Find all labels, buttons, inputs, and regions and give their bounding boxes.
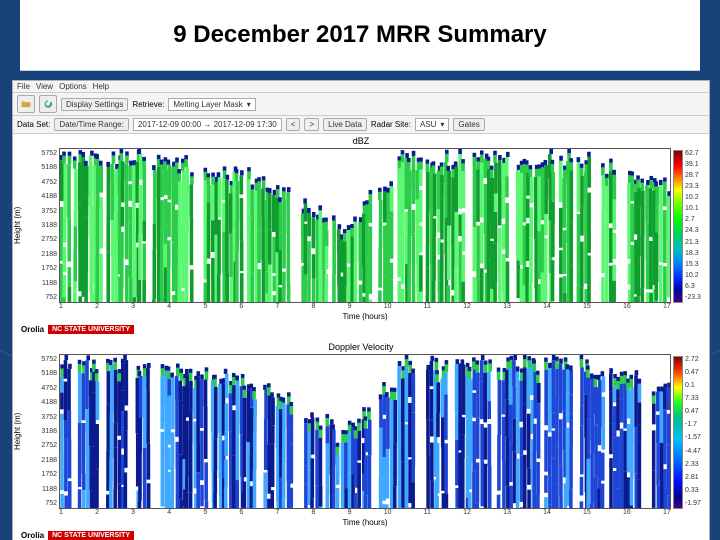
- live-data-button[interactable]: Live Data: [323, 118, 367, 131]
- doppler-xaxis: 1234567891011121314151617 Time (hours): [57, 509, 673, 527]
- menu-help[interactable]: Help: [93, 82, 109, 91]
- logo-bar-2: Orolia NC STATE UNIVERSITY: [13, 529, 709, 540]
- datetime-range-combo[interactable]: 2017-12-09 00:00 → 2017-12-09 17:30: [133, 118, 282, 131]
- next-button[interactable]: >: [304, 118, 319, 131]
- dbz-colorbar-gradient: [673, 150, 683, 303]
- dbz-xaxis: 1234567891011121314151617 Time (hours): [57, 303, 673, 321]
- doppler-colorbar: 2.720.470.17.330.47-1.7-1.57-4.472.332.8…: [671, 354, 709, 509]
- menu-view[interactable]: View: [36, 82, 53, 91]
- doppler-panel: Doppler Velocity Height (m) 575251884752…: [13, 340, 709, 540]
- chevron-down-icon: ▾: [440, 120, 444, 129]
- logo-bar-1: Orolia NC STATE UNIVERSITY: [13, 323, 709, 340]
- radar-app-window: File View Options Help Display Settings …: [12, 80, 710, 540]
- doppler-xticks: 1234567891011121314151617: [57, 509, 673, 516]
- menubar: File View Options Help: [13, 81, 709, 93]
- doppler-plot: [59, 354, 671, 509]
- dbz-plot: [59, 148, 671, 303]
- doppler-colorbar-gradient: [673, 356, 683, 509]
- dbz-ylabel: Height (m): [13, 148, 27, 303]
- doppler-chart-title: Doppler Velocity: [13, 340, 709, 354]
- refresh-icon[interactable]: [39, 95, 57, 113]
- dataset-label: Data Set:: [17, 120, 50, 129]
- dbz-yticks: 5752518847524188375231882752218817521188…: [27, 148, 59, 303]
- menu-file[interactable]: File: [17, 82, 30, 91]
- slide-title-bar: 9 December 2017 MRR Summary: [20, 0, 700, 71]
- doppler-xlabel: Time (hours): [57, 518, 673, 527]
- orolia-logo: Orolia: [21, 531, 44, 540]
- radar-site-label: Radar Site:: [371, 120, 411, 129]
- retrieve-label: Retrieve:: [132, 100, 164, 109]
- ncstate-logo: NC STATE UNIVERSITY: [48, 531, 134, 540]
- retrieve-value: Melting Layer Mask: [173, 100, 242, 109]
- open-icon[interactable]: [17, 95, 35, 113]
- orolia-logo: Orolia: [21, 325, 44, 334]
- doppler-ylabel: Height (m): [13, 354, 27, 509]
- radar-site-value: ASU: [420, 120, 436, 129]
- chevron-down-icon: ▾: [247, 100, 251, 109]
- dbz-colorbar: 62.739.128.723.310.210.12.724.321.318.31…: [671, 148, 709, 303]
- retrieve-combo[interactable]: Melting Layer Mask ▾: [168, 98, 255, 111]
- datetime-value: 2017-12-09 00:00 → 2017-12-09 17:30: [138, 120, 277, 129]
- dbz-chart-title: dBZ: [13, 134, 709, 148]
- slide-title: 9 December 2017 MRR Summary: [173, 21, 547, 49]
- menu-options[interactable]: Options: [59, 82, 87, 91]
- dbz-panel: dBZ Height (m) 5752518847524188375231882…: [13, 134, 709, 340]
- gates-button[interactable]: Gates: [453, 118, 484, 131]
- datetime-range-button[interactable]: Date/Time Range:: [54, 118, 129, 131]
- prev-button[interactable]: <: [286, 118, 301, 131]
- display-settings-button[interactable]: Display Settings: [61, 98, 128, 111]
- dbz-colorbar-ticks: 62.739.128.723.310.210.12.724.321.318.31…: [685, 150, 707, 301]
- toolbar-dataset: Data Set: Date/Time Range: 2017-12-09 00…: [13, 116, 709, 134]
- dbz-xlabel: Time (hours): [57, 312, 673, 321]
- ncstate-logo: NC STATE UNIVERSITY: [48, 325, 134, 334]
- doppler-colorbar-ticks: 2.720.470.17.330.47-1.7-1.57-4.472.332.8…: [685, 356, 707, 507]
- toolbar-retrieve: Display Settings Retrieve: Melting Layer…: [13, 93, 709, 116]
- doppler-yticks: 5752518847524188375231882752218817521188…: [27, 354, 59, 509]
- dbz-xticks: 1234567891011121314151617: [57, 303, 673, 310]
- radar-site-combo[interactable]: ASU ▾: [415, 118, 449, 131]
